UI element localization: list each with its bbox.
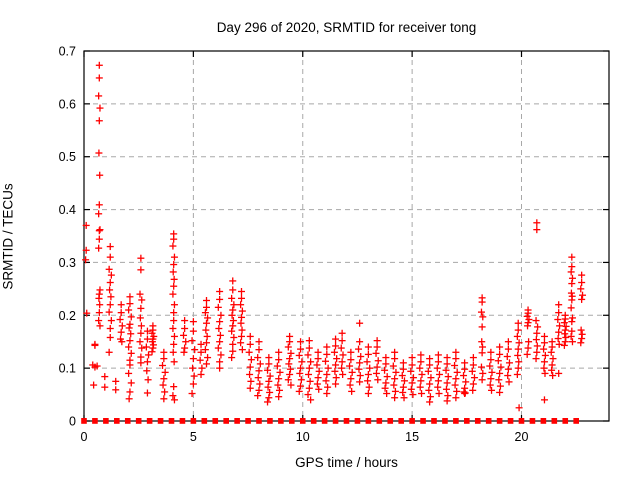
baseline-marker [168,418,175,424]
baseline-marker [507,418,514,424]
baseline-marker [332,418,339,424]
baseline-marker [551,418,558,424]
baseline-marker [540,418,547,424]
y-tick-label: 0.6 [59,97,76,111]
baseline-marker [442,418,448,424]
baseline-marker [278,418,284,424]
y-tick-label: 0.5 [59,150,76,164]
baseline-marker [496,418,503,424]
baseline-marker [387,418,394,424]
baseline-marker [179,418,186,424]
baseline-marker [398,418,404,424]
baseline-marker [310,418,317,424]
baseline-marker [92,418,98,424]
baseline-marker [256,418,262,424]
baseline-marker [453,418,459,424]
x-tick-label: 5 [190,430,197,444]
baseline-marker [245,418,251,424]
baseline-marker [267,418,273,424]
baseline-marker [343,418,350,424]
baseline-marker [562,418,569,424]
baseline-marker [190,418,197,424]
data-points [82,61,587,412]
baseline-marker [529,418,536,424]
baseline-marker [157,418,164,424]
baseline-marker [146,418,153,424]
y-tick-label: 0.4 [59,203,76,217]
baseline-marker [103,418,109,424]
x-tick-label: 10 [296,430,310,444]
baseline-marker [365,418,372,424]
baseline-marker [376,418,383,424]
baseline-marker [431,418,437,424]
baseline-marker [135,418,142,424]
y-tick-label: 0.1 [59,362,76,376]
baseline-marker [299,418,306,424]
baseline-marker [354,418,361,424]
baseline-marker [573,418,579,424]
baseline-marker [420,418,426,424]
y-tick-label: 0 [69,415,76,429]
baseline-marker [201,418,208,424]
baseline-marker [289,418,295,424]
x-axis-label: GPS time / hours [295,455,398,470]
chart-title: Day 296 of 2020, SRMTID for receiver ton… [216,20,477,35]
baseline-marker [212,418,219,424]
y-tick-label: 0.3 [59,256,76,270]
baseline-marker [124,418,131,424]
baseline-marker [518,418,525,424]
x-tick-label: 15 [405,430,419,444]
baseline-marker [114,418,120,424]
x-tick-label: 0 [81,430,88,444]
baseline-marker [234,418,240,424]
baseline-marker [485,418,492,424]
y-axis-label: SRMTID / TECUs [0,183,16,290]
x-tick-label: 20 [515,430,529,444]
y-tick-label: 0.2 [59,309,76,323]
baseline-marker [464,418,470,424]
baseline-marker [474,418,481,424]
baseline-marker [321,418,328,424]
baseline-marker [223,418,229,424]
baseline-marker [81,418,87,424]
y-tick-label: 0.7 [59,45,76,59]
baseline-marker [409,418,415,424]
